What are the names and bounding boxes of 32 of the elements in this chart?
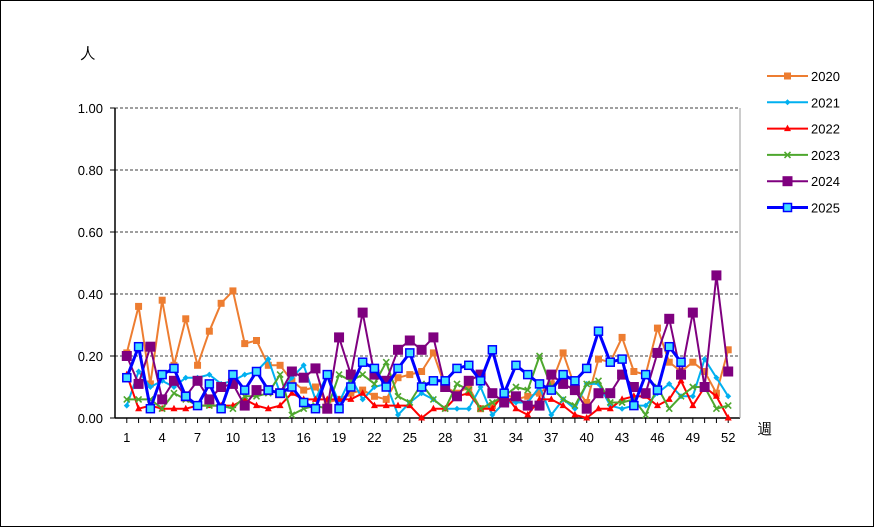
x-tick-label: 52 — [720, 430, 736, 445]
x-axis-title: 週 — [758, 421, 772, 438]
y-tick-label: 1.00 — [78, 101, 103, 116]
y-axis-title: 人 — [80, 45, 96, 62]
y-tick-label: 0.00 — [78, 411, 103, 426]
x-tick-label: 1 — [123, 430, 130, 445]
x-tick-label: 19 — [332, 430, 346, 445]
x-tick-label: 34 — [508, 430, 524, 445]
x-tick-label: 10 — [226, 430, 240, 445]
x-tick-label: 4 — [158, 430, 166, 445]
x-tick-label: 13 — [261, 430, 276, 445]
x-tick-label: 16 — [296, 430, 311, 445]
x-tick-label: 37 — [544, 430, 559, 445]
x-tick-label: 22 — [367, 430, 382, 445]
x-tick-label: 7 — [194, 430, 202, 445]
legend-label: 2023 — [811, 148, 840, 163]
legend-label: 2021 — [811, 95, 840, 110]
y-tick-label: 0.40 — [78, 287, 103, 302]
x-tick-label: 28 — [438, 430, 452, 445]
x-tick-label: 25 — [402, 430, 418, 445]
legend-label: 2020 — [811, 69, 840, 84]
y-tick-label: 0.60 — [78, 225, 103, 240]
x-tick-label: 49 — [686, 430, 700, 445]
legend-label: 2024 — [811, 174, 840, 190]
x-tick-label: 31 — [473, 430, 488, 445]
legend-label: 2022 — [811, 122, 840, 137]
y-tick-label: 0.80 — [78, 163, 103, 178]
x-tick-label: 43 — [614, 430, 630, 445]
x-tick-label: 46 — [650, 430, 665, 445]
x-tick-label: 40 — [579, 430, 594, 445]
y-tick-label: 0.20 — [78, 349, 103, 364]
legend-label: 2025 — [811, 200, 840, 216]
